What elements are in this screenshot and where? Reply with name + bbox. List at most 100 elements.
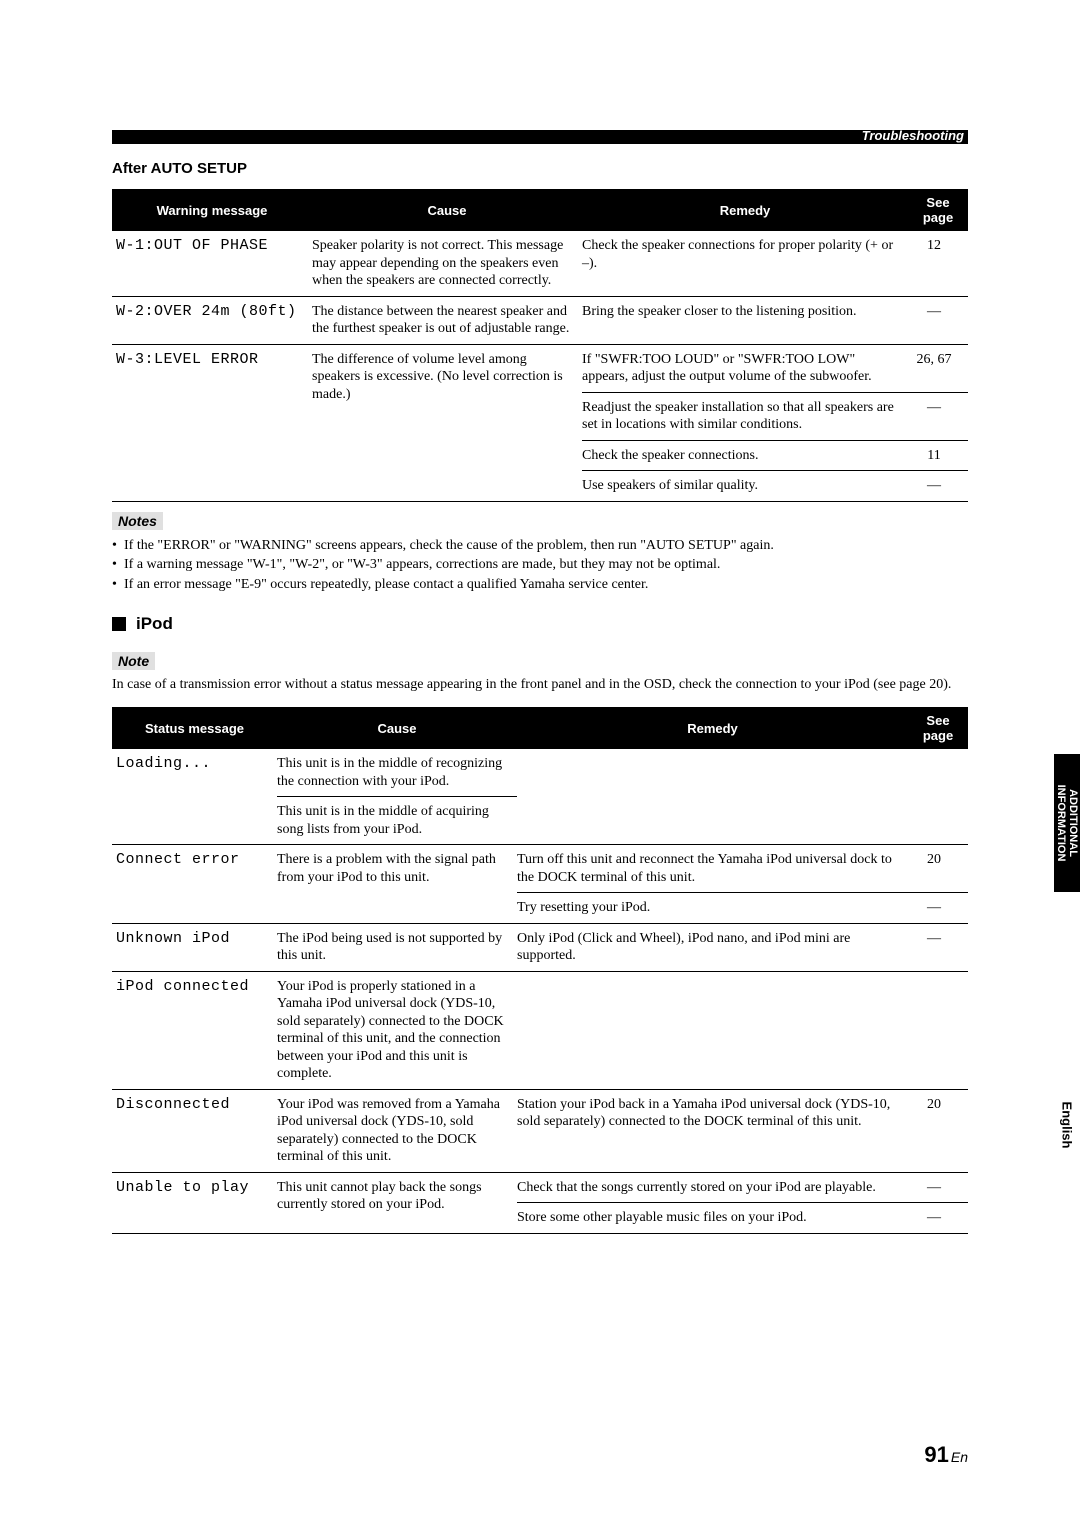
- note-item: •If an error message "E-9" occurs repeat…: [112, 575, 968, 595]
- warning-msg-w1: W-1:OUT OF PHASE: [112, 231, 312, 296]
- th-warning-message: Warning message: [112, 189, 312, 231]
- page-cell: —: [908, 471, 968, 502]
- note-text: If an error message "E-9" occurs repeate…: [124, 575, 648, 595]
- page-cell: [908, 971, 968, 1089]
- page-cell: 11: [908, 440, 968, 471]
- remedy-cell: Check the speaker connections for proper…: [582, 231, 908, 296]
- table-row: W-2:OVER 24m (80ft) The distance between…: [112, 296, 968, 344]
- section1-title: After AUTO SETUP: [112, 160, 968, 177]
- notes-list: •If the "ERROR" or "WARNING" screens app…: [112, 536, 968, 595]
- bullet-icon: •: [112, 536, 124, 556]
- side-tab-line2: INFORMATION: [1055, 785, 1067, 862]
- th-see-page: See page: [908, 189, 968, 231]
- side-tab-line1: ADDITIONAL: [1067, 789, 1079, 857]
- status-msg-ipod-connected: iPod connected: [112, 971, 277, 1089]
- th-remedy: Remedy: [517, 707, 908, 749]
- warning-msg-w2: W-2:OVER 24m (80ft): [112, 296, 312, 344]
- remedy-cell: [517, 749, 908, 845]
- remedy-cell: Use speakers of similar quality.: [582, 471, 908, 502]
- square-bullet-icon: [112, 617, 126, 631]
- status-msg-unknown-ipod: Unknown iPod: [112, 923, 277, 971]
- status-msg-unable-to-play: Unable to play: [112, 1172, 277, 1233]
- table-header-row: Status message Cause Remedy See page: [112, 707, 968, 749]
- remedy-cell: Only iPod (Click and Wheel), iPod nano, …: [517, 923, 908, 971]
- cause-cell: This unit is in the middle of recognizin…: [277, 749, 517, 797]
- page-number: 91En: [924, 1442, 968, 1468]
- page-cell: 20: [908, 1089, 968, 1172]
- remedy-cell: Bring the speaker closer to the listenin…: [582, 296, 908, 344]
- side-tab-text: ADDITIONAL INFORMATION: [1055, 785, 1079, 862]
- cause-cell: The iPod being used is not supported by …: [277, 923, 517, 971]
- table-row: Loading... This unit is in the middle of…: [112, 749, 968, 797]
- page-cell: —: [908, 1172, 968, 1203]
- note-text: If the "ERROR" or "WARNING" screens appe…: [124, 536, 774, 556]
- page-cell: [908, 749, 968, 845]
- cause-cell: The distance between the nearest speaker…: [312, 296, 582, 344]
- table-row: W-1:OUT OF PHASE Speaker polarity is not…: [112, 231, 968, 296]
- cause-cell: The difference of volume level among spe…: [312, 344, 582, 501]
- status-msg-disconnected: Disconnected: [112, 1089, 277, 1172]
- remedy-cell: [517, 971, 908, 1089]
- remedy-cell: Check the speaker connections.: [582, 440, 908, 471]
- th-page: page: [912, 210, 964, 225]
- th-status-message: Status message: [112, 707, 277, 749]
- note-paragraph: In case of a transmission error without …: [112, 676, 968, 695]
- th-see: See: [912, 713, 964, 728]
- section2-heading: iPod: [112, 614, 968, 634]
- cause-cell: There is a problem with the signal path …: [277, 845, 517, 924]
- table-row: Unable to play This unit cannot play bac…: [112, 1172, 968, 1203]
- th-cause: Cause: [277, 707, 517, 749]
- table-row: W-3:LEVEL ERROR The difference of volume…: [112, 344, 968, 392]
- side-tab-language: English: [1054, 1080, 1080, 1170]
- note-item: •If the "ERROR" or "WARNING" screens app…: [112, 536, 968, 556]
- table-row: iPod connected Your iPod is properly sta…: [112, 971, 968, 1089]
- warning-msg-w3: W-3:LEVEL ERROR: [112, 344, 312, 501]
- th-remedy: Remedy: [582, 189, 908, 231]
- page-cell: —: [908, 296, 968, 344]
- remedy-cell: Try resetting your iPod.: [517, 893, 908, 924]
- page-cell: —: [908, 893, 968, 924]
- cause-cell: Your iPod is properly stationed in a Yam…: [277, 971, 517, 1089]
- remedy-cell: Station your iPod back in a Yamaha iPod …: [517, 1089, 908, 1172]
- th-page: page: [912, 728, 964, 743]
- auto-setup-table: Warning message Cause Remedy See page W-…: [112, 189, 968, 502]
- status-msg-connect-error: Connect error: [112, 845, 277, 924]
- cause-cell: This unit cannot play back the songs cur…: [277, 1172, 517, 1233]
- table-row: Disconnected Your iPod was removed from …: [112, 1089, 968, 1172]
- th-cause: Cause: [312, 189, 582, 231]
- remedy-cell: Readjust the speaker installation so tha…: [582, 392, 908, 440]
- table-row: Unknown iPod The iPod being used is not …: [112, 923, 968, 971]
- page-container: Troubleshooting After AUTO SETUP Warning…: [0, 0, 1080, 1528]
- bullet-icon: •: [112, 575, 124, 595]
- status-msg-loading: Loading...: [112, 749, 277, 845]
- remedy-cell: If "SWFR:TOO LOUD" or "SWFR:TOO LOW" app…: [582, 344, 908, 392]
- page-num: 91: [924, 1442, 948, 1467]
- cause-cell: Your iPod was removed from a Yamaha iPod…: [277, 1089, 517, 1172]
- page-cell: —: [908, 923, 968, 971]
- notes-label: Notes: [112, 512, 163, 530]
- page-cell: 12: [908, 231, 968, 296]
- page-suffix: En: [951, 1449, 968, 1465]
- language-label: English: [1060, 1102, 1075, 1149]
- page-cell: —: [908, 392, 968, 440]
- bullet-icon: •: [112, 555, 124, 575]
- th-see: See: [912, 195, 964, 210]
- header-section-label: Troubleshooting: [862, 129, 968, 143]
- remedy-cell: Check that the songs currently stored on…: [517, 1172, 908, 1203]
- page-cell: —: [908, 1203, 968, 1234]
- cause-cell: This unit is in the middle of acquiring …: [277, 797, 517, 845]
- cause-cell: Speaker polarity is not correct. This me…: [312, 231, 582, 296]
- th-see-page: See page: [908, 707, 968, 749]
- page-cell: 26, 67: [908, 344, 968, 392]
- note-label: Note: [112, 652, 155, 670]
- side-tab-additional-info: ADDITIONAL INFORMATION: [1054, 754, 1080, 892]
- remedy-cell: Turn off this unit and reconnect the Yam…: [517, 845, 908, 893]
- remedy-cell: Store some other playable music files on…: [517, 1203, 908, 1234]
- table-header-row: Warning message Cause Remedy See page: [112, 189, 968, 231]
- note-item: •If a warning message "W-1", "W-2", or "…: [112, 555, 968, 575]
- table-row: Connect error There is a problem with th…: [112, 845, 968, 893]
- page-cell: 20: [908, 845, 968, 893]
- header-rule: Troubleshooting: [112, 130, 968, 144]
- section2-title: iPod: [136, 614, 173, 634]
- note-text: If a warning message "W-1", "W-2", or "W…: [124, 555, 720, 575]
